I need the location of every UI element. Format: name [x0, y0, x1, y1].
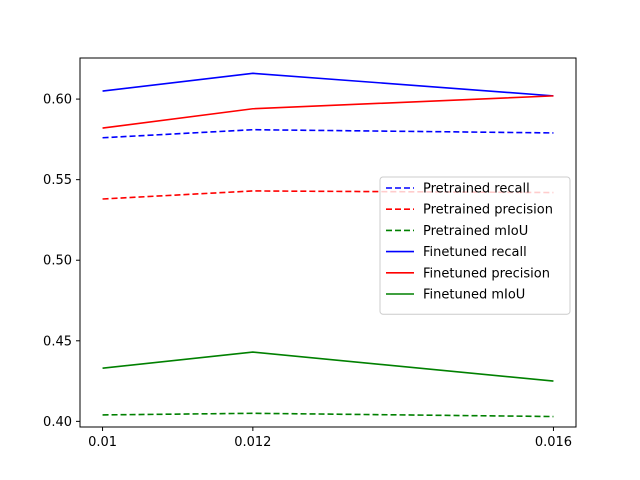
y-axis: 0.40 0.45 0.50 0.55 0.60 [43, 93, 80, 430]
y-tick-label: 0.50 [43, 254, 72, 269]
legend-label: Pretrained recall [423, 182, 530, 197]
legend-label: Finetuned precision [423, 266, 550, 281]
y-tick-label: 0.60 [43, 93, 72, 108]
y-tick-label: 0.45 [43, 334, 72, 349]
legend-label: Pretrained precision [423, 203, 553, 218]
legend-label: Pretrained mIoU [423, 224, 528, 239]
series-line-finetuned-miou [102, 351, 554, 382]
x-tick-label: 0.016 [535, 435, 572, 450]
legend-label: Finetuned recall [423, 245, 527, 260]
x-axis: 0.01 0.012 0.016 [88, 427, 572, 450]
x-tick-label: 0.01 [88, 435, 117, 450]
series-line-pretrained-precision [102, 190, 554, 200]
legend-box [379, 176, 571, 315]
legend-label: Finetuned mIoU [423, 288, 525, 303]
series-line-finetuned-recall [102, 72, 554, 97]
series-line-pretrained-recall [102, 128, 554, 139]
plot-frame [79, 57, 577, 428]
series-line-pretrained-miou [102, 412, 554, 418]
x-tick-label: 0.012 [234, 435, 271, 450]
series-layer [102, 72, 554, 418]
legend: Pretrained recall Pretrained precision Pre… [379, 176, 571, 315]
y-tick-label: 0.55 [43, 173, 72, 188]
series-line-finetuned-precision [102, 95, 554, 129]
y-tick-label: 0.40 [43, 415, 72, 430]
